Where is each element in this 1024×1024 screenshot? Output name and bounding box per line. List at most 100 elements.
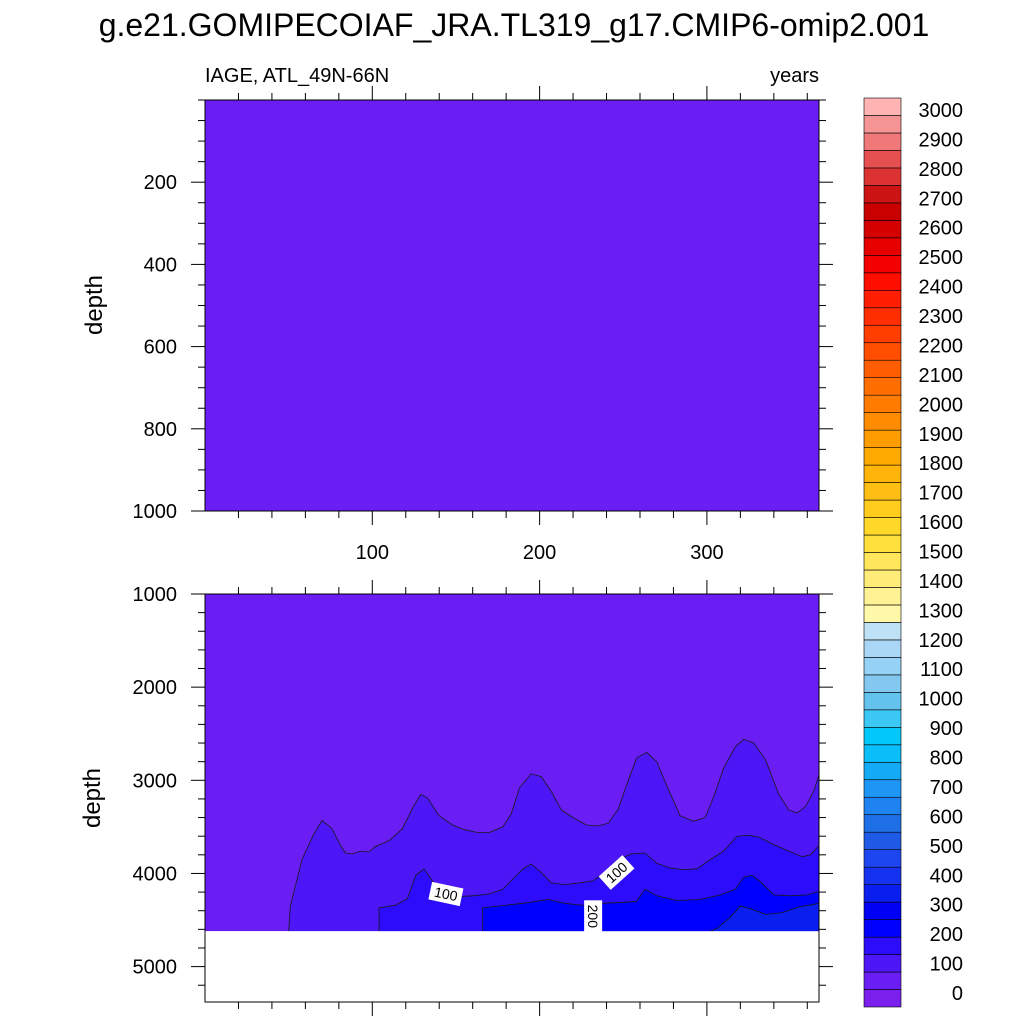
colorbar-labels: 0 100 200 300 400 500 600 700 800 900 1000 1100 1200… bbox=[919, 100, 964, 1005]
colorbar-box bbox=[863, 587, 902, 606]
colorbar-box bbox=[863, 307, 902, 326]
colorbar-box bbox=[863, 377, 902, 396]
colorbar-box bbox=[863, 761, 902, 781]
colorbar-box bbox=[863, 150, 902, 169]
colorbar-box bbox=[863, 866, 902, 885]
colorbar-box bbox=[863, 359, 902, 378]
colorbar-label: 2900 bbox=[919, 129, 964, 151]
colorbar-label: 2600 bbox=[919, 218, 964, 240]
colorbar-label: 1900 bbox=[919, 424, 964, 446]
colorbar-label: 200 bbox=[930, 924, 963, 946]
colorbar-label: 600 bbox=[930, 806, 963, 828]
colorbar-box bbox=[863, 255, 902, 274]
y-tick-label: 200 bbox=[144, 172, 177, 194]
upper-frame bbox=[204, 99, 820, 512]
colorbar-box bbox=[863, 831, 902, 850]
colorbar-label: 1400 bbox=[919, 571, 964, 593]
upper-left-label: IAGE, ATL_49N-66N bbox=[205, 65, 389, 87]
colorbar-box bbox=[863, 622, 902, 641]
colorbar-boxes bbox=[863, 97, 902, 1008]
contour-label-text: 100 bbox=[433, 884, 459, 905]
colorbar-box bbox=[863, 552, 902, 571]
lower-plot-area bbox=[205, 594, 820, 1002]
colorbar-box bbox=[863, 482, 902, 501]
colorbar-label: 3000 bbox=[919, 100, 964, 122]
colorbar-label: 1700 bbox=[919, 483, 964, 505]
y-tick-label: 600 bbox=[144, 337, 177, 359]
colorbar-label: 1100 bbox=[920, 659, 963, 681]
y-tick-label: 1000 bbox=[133, 501, 178, 523]
contour-label-bg bbox=[598, 855, 635, 890]
y-tick-label: 3000 bbox=[133, 770, 178, 792]
colorbar-box bbox=[863, 954, 902, 973]
colorbar-label: 900 bbox=[930, 718, 963, 740]
colorbar-box bbox=[863, 744, 902, 763]
colorbar-box bbox=[863, 324, 902, 344]
colorbar-box bbox=[863, 97, 902, 116]
colorbar-label: 2300 bbox=[919, 306, 964, 328]
colorbar-label: 1300 bbox=[919, 600, 964, 622]
colorbar-box bbox=[863, 115, 902, 134]
y-tick-label: 4000 bbox=[133, 863, 178, 885]
colorbar-box bbox=[863, 936, 902, 955]
colorbar-box bbox=[863, 289, 902, 309]
colorbar-label: 1800 bbox=[919, 453, 964, 475]
colorbar-label: 2000 bbox=[919, 394, 964, 416]
colorbar-box bbox=[863, 132, 902, 151]
contour-label: 200 bbox=[584, 900, 603, 933]
colorbar-box bbox=[863, 272, 902, 291]
colorbar-label: 2200 bbox=[919, 335, 964, 357]
colorbar-box bbox=[863, 534, 902, 553]
colorbar-box bbox=[863, 674, 902, 693]
colorbar-box bbox=[863, 604, 902, 623]
upper-plot-area bbox=[205, 100, 819, 511]
colorbar-box bbox=[863, 394, 902, 413]
lower-y-axis-label: depth bbox=[79, 768, 106, 828]
colorbar-box bbox=[863, 185, 902, 204]
colorbar: 0 100 200 300 400 500 600 700 800 900 1000 1100 1200… bbox=[863, 97, 964, 1008]
colorbar-label: 1600 bbox=[919, 512, 964, 534]
contour-line-100 bbox=[288, 738, 820, 932]
lower-frame bbox=[204, 593, 820, 1003]
colorbar-box bbox=[863, 429, 902, 448]
colorbar-box bbox=[863, 692, 902, 711]
y-tick-label: 2000 bbox=[133, 677, 178, 699]
contour-label: 100 bbox=[428, 881, 464, 907]
colorbar-box bbox=[863, 220, 902, 239]
colorbar-box bbox=[863, 412, 902, 431]
colorbar-box bbox=[863, 919, 902, 938]
colorbar-label: 1000 bbox=[919, 689, 964, 711]
colorbar-label: 700 bbox=[930, 777, 963, 799]
colorbar-box bbox=[863, 849, 902, 868]
colorbar-box bbox=[863, 447, 902, 466]
contour-label-bg bbox=[584, 900, 603, 933]
y-tick-label: 1000 bbox=[133, 584, 178, 606]
colorbar-label: 2500 bbox=[919, 247, 964, 269]
colorbar-label: 2400 bbox=[919, 277, 964, 299]
contour-label-bg bbox=[428, 881, 464, 907]
colorbar-label: 0 bbox=[952, 983, 963, 1005]
colorbar-box bbox=[863, 884, 902, 903]
band-above-400 bbox=[710, 903, 819, 932]
colorbar-box bbox=[863, 779, 902, 798]
colorbar-box bbox=[863, 989, 902, 1008]
upper-y-tick-labels: 200 400 600 800 1000 bbox=[133, 172, 178, 523]
colorbar-box bbox=[863, 971, 902, 990]
colorbar-box bbox=[863, 814, 902, 833]
upper-x-tick-labels: 100 200 300 bbox=[356, 542, 724, 564]
y-tick-label: 5000 bbox=[133, 957, 178, 979]
colorbar-label: 400 bbox=[930, 865, 963, 887]
colorbar-box bbox=[863, 202, 902, 221]
colorbar-box bbox=[863, 237, 902, 256]
x-tick-label: 300 bbox=[690, 542, 723, 564]
lower-ticks bbox=[191, 580, 833, 1016]
colorbar-box bbox=[863, 569, 902, 588]
y-tick-label: 800 bbox=[144, 419, 177, 441]
colorbar-label: 300 bbox=[930, 895, 963, 917]
colorbar-label: 2800 bbox=[919, 159, 964, 181]
colorbar-box bbox=[863, 499, 902, 518]
colorbar-box bbox=[863, 709, 902, 728]
